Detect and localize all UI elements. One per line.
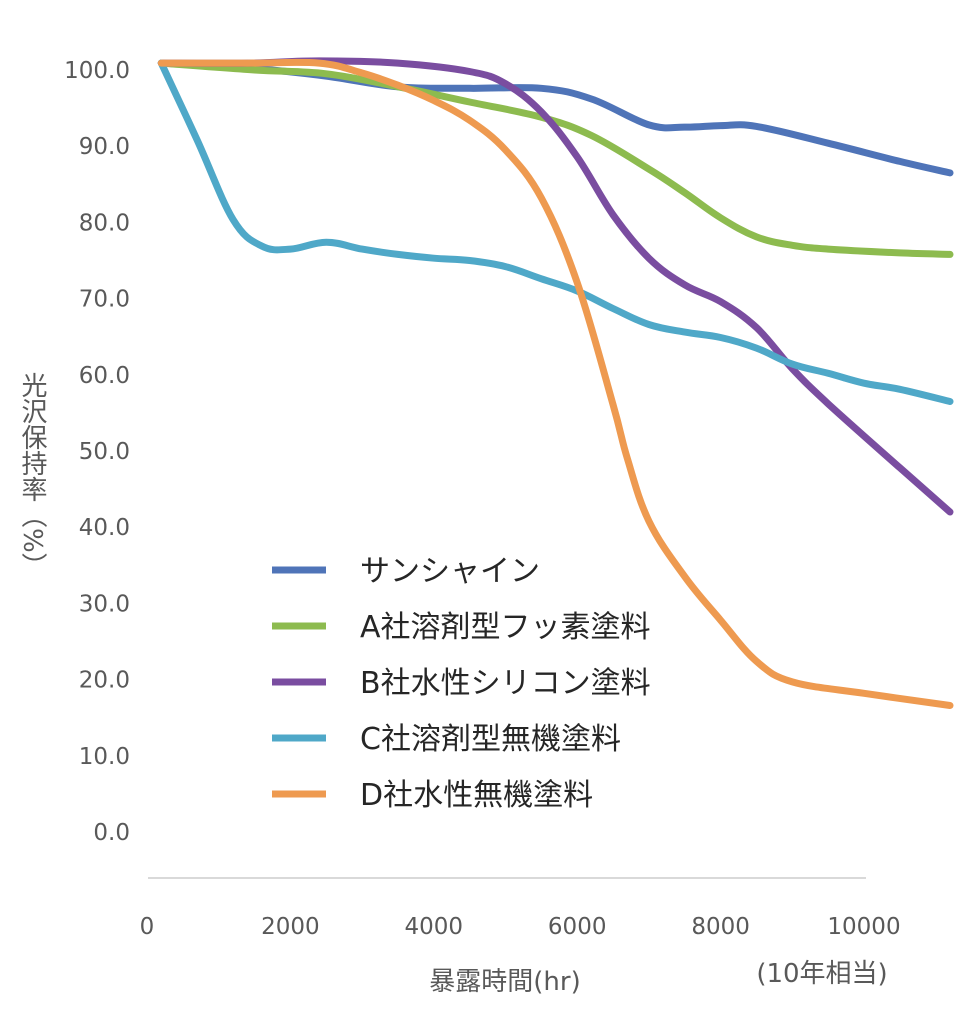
x-axis-title: 暴露時間(hr) [429, 967, 580, 997]
legend-label-4: C社溶剤型無機塗料 [360, 722, 621, 757]
x-axis-note: (10年相当) [756, 959, 887, 989]
y-tick-label: 20.0 [79, 668, 130, 694]
legend-label-3: B社水性シリコン塗料 [360, 666, 651, 701]
series-line-5 [157, 58, 954, 709]
x-tick-label: 2000 [261, 914, 320, 940]
y-tick-label: 70.0 [79, 287, 130, 313]
series-lines [157, 57, 954, 709]
y-tick-label: 10.0 [79, 744, 130, 770]
legend-label-2: A社溶剤型フッ素塗料 [360, 610, 651, 645]
x-tick-label: 6000 [548, 914, 607, 940]
y-tick-label: 60.0 [79, 363, 130, 389]
y-tick-label: 80.0 [79, 210, 130, 236]
x-axis-tick-labels: 0 2000 4000 6000 8000 10000 [140, 914, 901, 940]
legend: サンシャイン A社溶剤型フッ素塗料 B社水性シリコン塗料 C社溶剤型無機塗料 D社水性無… [272, 554, 651, 813]
x-tick-label: 0 [140, 914, 155, 940]
y-tick-label: 90.0 [79, 134, 130, 160]
y-tick-label: 50.0 [79, 439, 130, 465]
y-tick-label: 100.0 [64, 58, 130, 84]
series-line-4 [157, 59, 954, 405]
y-tick-label: 30.0 [79, 591, 130, 617]
x-tick-label: 8000 [691, 914, 750, 940]
x-tick-label: 10000 [827, 914, 900, 940]
series-line-3 [157, 57, 954, 516]
y-axis-tick-labels: 0.0 10.0 20.0 30.0 40.0 50.0 60.0 70.0 80.0 90.0 1… [64, 58, 130, 846]
series-line-2 [157, 59, 954, 258]
legend-label-1: サンシャイン [360, 554, 540, 589]
legend-label-5: D社水性無機塗料 [360, 778, 593, 813]
y-tick-label: 40.0 [79, 515, 130, 541]
x-tick-label: 4000 [405, 914, 464, 940]
y-tick-label: 0.0 [93, 820, 130, 846]
y-axis-title: 光沢保持率（%） [17, 372, 47, 579]
